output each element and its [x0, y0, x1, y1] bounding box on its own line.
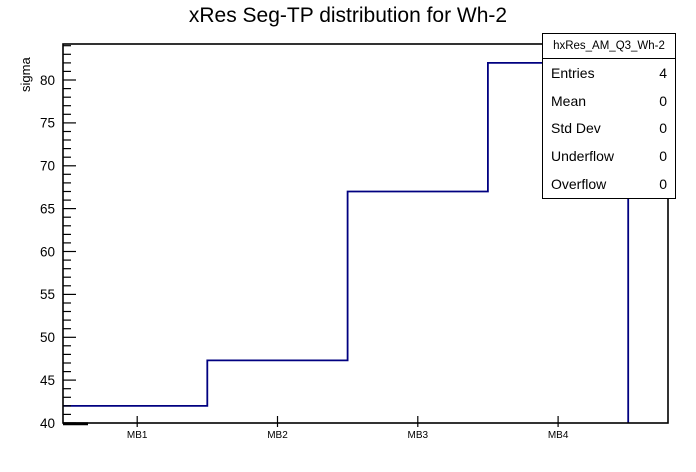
y-tick-label: 70 — [40, 159, 55, 174]
y-tick-label: 40 — [40, 416, 55, 431]
stat-label: Underflow — [551, 148, 615, 165]
x-tick-label: MB1 — [127, 430, 148, 441]
y-tick-label: 80 — [40, 73, 55, 88]
x-tick-label: MB2 — [267, 430, 288, 441]
stats-box: hxRes_AM_Q3_Wh-2 Entries 4 Mean 0 Std De… — [542, 33, 676, 199]
stat-label: Overflow — [551, 176, 607, 193]
stat-label: Entries — [551, 64, 595, 81]
stats-row-entries: Entries 4 — [543, 60, 675, 86]
stat-value: 0 — [659, 148, 667, 165]
y-tick-label: 75 — [40, 116, 55, 131]
stats-row-underflow: Underflow 0 — [543, 143, 675, 169]
stats-row-overflow: Overflow 0 — [543, 171, 675, 197]
stats-row-stddev: Std Dev 0 — [543, 115, 675, 141]
stat-label: Std Dev — [551, 120, 601, 137]
stats-box-rows: Entries 4 Mean 0 Std Dev 0 Underflow 0 O… — [543, 59, 675, 198]
y-tick-label: 45 — [40, 373, 55, 388]
x-tick-label: MB3 — [408, 430, 429, 441]
x-tick-label: MB4 — [548, 430, 569, 441]
y-tick-label: 65 — [40, 201, 55, 216]
stat-value: 4 — [659, 64, 667, 81]
stat-value: 0 — [659, 92, 667, 109]
stat-value: 0 — [659, 176, 667, 193]
stat-label: Mean — [551, 92, 587, 109]
plot-frame — [62, 43, 669, 424]
y-tick-label: 55 — [40, 287, 55, 302]
stats-row-mean: Mean 0 — [543, 88, 675, 114]
y-tick-label: 60 — [40, 244, 55, 259]
stats-box-title: hxRes_AM_Q3_Wh-2 — [543, 34, 675, 59]
chart-title: xRes Seg-TP distribution for Wh-2 — [188, 4, 508, 27]
stat-value: 0 — [659, 120, 667, 137]
y-axis-title: sigma — [18, 57, 33, 92]
y-tick-label: 50 — [40, 330, 55, 345]
